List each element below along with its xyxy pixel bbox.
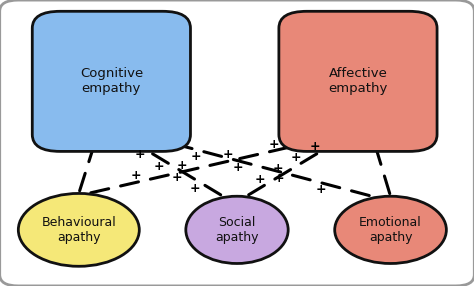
Text: +: + [190, 182, 201, 195]
Text: Affective
empathy: Affective empathy [328, 67, 388, 95]
Text: +: + [222, 148, 233, 161]
Text: +: + [268, 138, 279, 151]
Ellipse shape [186, 196, 288, 263]
Text: Behavioural
apathy: Behavioural apathy [41, 216, 116, 244]
Ellipse shape [335, 196, 447, 263]
Text: +: + [316, 183, 327, 196]
Text: +: + [232, 161, 243, 174]
Text: Cognitive
empathy: Cognitive empathy [80, 67, 143, 95]
Text: Emotional
apathy: Emotional apathy [359, 216, 422, 244]
Text: +: + [273, 162, 283, 175]
FancyBboxPatch shape [32, 11, 191, 151]
Text: +: + [130, 169, 141, 182]
Text: +: + [153, 160, 164, 172]
Text: +: + [254, 173, 265, 186]
Text: +: + [191, 150, 201, 163]
Text: Social
apathy: Social apathy [215, 216, 259, 244]
Ellipse shape [18, 193, 139, 266]
Text: +: + [310, 140, 320, 153]
Text: +: + [135, 148, 146, 162]
FancyBboxPatch shape [279, 11, 437, 151]
Text: +: + [274, 172, 285, 185]
Text: +: + [172, 171, 182, 184]
Text: +: + [291, 151, 301, 164]
Text: +: + [176, 159, 187, 172]
